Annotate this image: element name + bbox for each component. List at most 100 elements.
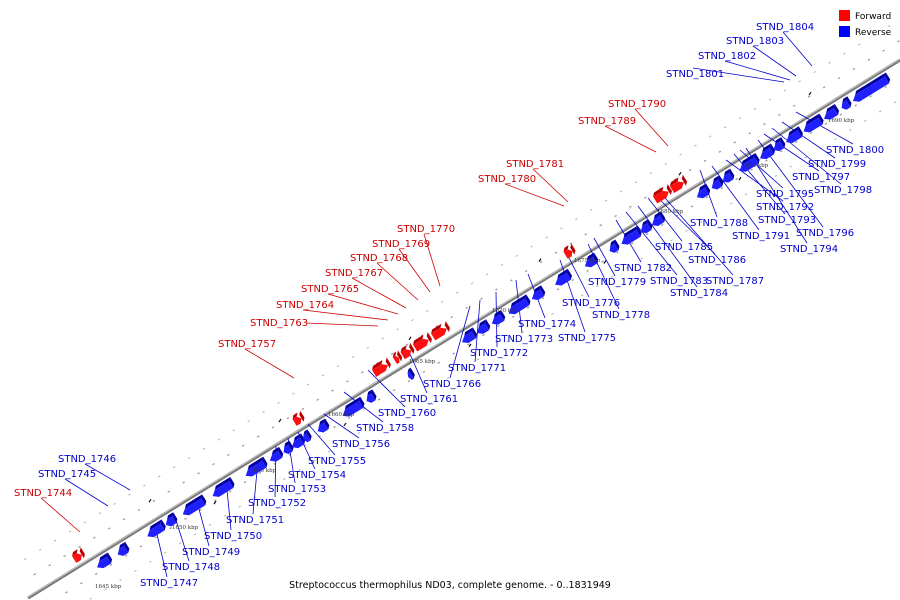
scale-dot xyxy=(465,306,468,310)
scale-dot xyxy=(500,264,504,267)
gene-stnd-1758 xyxy=(342,396,365,417)
scale-dot xyxy=(109,563,113,566)
leader-line xyxy=(305,322,379,327)
leader-line xyxy=(647,197,683,242)
gene-shade-side xyxy=(729,168,735,180)
scale-dot xyxy=(753,107,757,110)
scale-dot xyxy=(688,168,692,172)
scale-dot xyxy=(485,273,489,276)
gene-shade-side xyxy=(324,418,330,430)
scale-dot xyxy=(778,113,781,117)
gene-shade-side xyxy=(780,137,786,149)
scale-dot xyxy=(331,389,334,392)
gene-label: STND_1792 xyxy=(756,202,814,213)
scale-dot xyxy=(705,196,709,199)
gene-shade-top xyxy=(642,219,649,227)
scale-dot xyxy=(897,40,900,43)
gene-stnd-1748 xyxy=(165,512,178,527)
scale-dot xyxy=(720,186,724,190)
scale-dot xyxy=(178,542,182,545)
scale-dot xyxy=(193,533,197,536)
scale-dot xyxy=(420,334,424,337)
scale-dot xyxy=(48,564,51,567)
scale-dot xyxy=(247,420,250,423)
leader-line xyxy=(409,353,428,394)
gene-label: STND_1803 xyxy=(726,36,784,47)
gene-stnd-1784 xyxy=(696,183,711,199)
tick-label: 1650 kbp xyxy=(172,525,199,531)
gene-shade-side xyxy=(485,319,491,331)
scale-dot xyxy=(199,508,202,511)
gene-face xyxy=(555,272,571,286)
scale-dot xyxy=(357,432,361,435)
gene-shade-side xyxy=(106,552,113,564)
gene-shade-side xyxy=(818,113,824,125)
scale-dot xyxy=(113,502,116,505)
scale-dot xyxy=(387,413,390,416)
scale-mark xyxy=(738,176,742,181)
scale-dot xyxy=(852,67,856,71)
gene-face xyxy=(212,481,234,497)
scale-dot xyxy=(68,530,72,533)
scale-dot xyxy=(644,196,647,199)
scale-dot xyxy=(476,358,480,361)
gene-shade-top xyxy=(293,433,301,442)
scale-dot xyxy=(243,481,247,484)
scale-dot xyxy=(212,462,215,466)
scale-dot xyxy=(658,187,662,190)
scale-dot xyxy=(128,493,131,496)
gene-stnd-1795 xyxy=(824,103,840,120)
legend-forward-label: Forward xyxy=(855,12,891,22)
gene-stnd-1780 xyxy=(563,243,576,259)
gene-stnd-1786 xyxy=(722,168,735,183)
scale-dot xyxy=(554,251,558,254)
scale-dot xyxy=(640,257,644,260)
scale-dot xyxy=(286,417,290,420)
leader-line xyxy=(327,293,399,315)
gene-shade-side xyxy=(397,350,403,362)
gene-stnd-1752 xyxy=(269,446,284,462)
scale-dot xyxy=(629,205,632,208)
gene-stnd-1788 xyxy=(760,143,776,160)
gene-label: STND_1785 xyxy=(655,242,713,253)
scale-dot xyxy=(163,551,167,554)
gene-shade-top xyxy=(741,152,756,166)
gene-face xyxy=(292,416,302,426)
gene-face xyxy=(317,422,329,433)
scale-dot xyxy=(748,132,751,135)
gene-shade-side xyxy=(540,285,546,297)
gene-stnd-1785 xyxy=(711,175,724,190)
scale-dot xyxy=(834,138,837,141)
scale-dot xyxy=(79,582,83,585)
gene-stnd-1776 xyxy=(584,252,599,268)
gene-face xyxy=(531,289,545,300)
gene-shade-top xyxy=(586,252,594,261)
scale-dot xyxy=(872,34,876,37)
gene-face xyxy=(722,172,734,183)
gene-face xyxy=(852,76,890,102)
map-caption: Streptococcus thermophilus ND03, complet… xyxy=(289,580,611,591)
scale-dot xyxy=(807,95,811,98)
gene-label: STND_1757 xyxy=(218,339,276,350)
scale-dot xyxy=(571,278,575,282)
gene-shade-top xyxy=(775,137,782,145)
scale-dot xyxy=(679,153,682,156)
gene-label: STND_1758 xyxy=(356,423,414,434)
leader-line xyxy=(565,251,590,298)
scale-dot xyxy=(822,86,826,89)
leader-line xyxy=(752,45,797,77)
gene-face xyxy=(841,100,851,110)
scale-dot xyxy=(405,343,409,346)
gene-face xyxy=(711,179,723,190)
gene-shade-top xyxy=(292,412,298,420)
gene-label: STND_1784 xyxy=(670,288,728,299)
gene-label: STND_1779 xyxy=(588,277,646,288)
gene-shade-top xyxy=(319,418,326,426)
gene-face xyxy=(609,243,619,253)
gene-face xyxy=(165,516,177,527)
gene-shade-top xyxy=(724,168,731,176)
gene-stnd-1746 xyxy=(117,541,130,556)
gene-stnd-1791 xyxy=(773,137,786,152)
gene-face xyxy=(342,400,364,417)
leader-line xyxy=(724,60,791,81)
